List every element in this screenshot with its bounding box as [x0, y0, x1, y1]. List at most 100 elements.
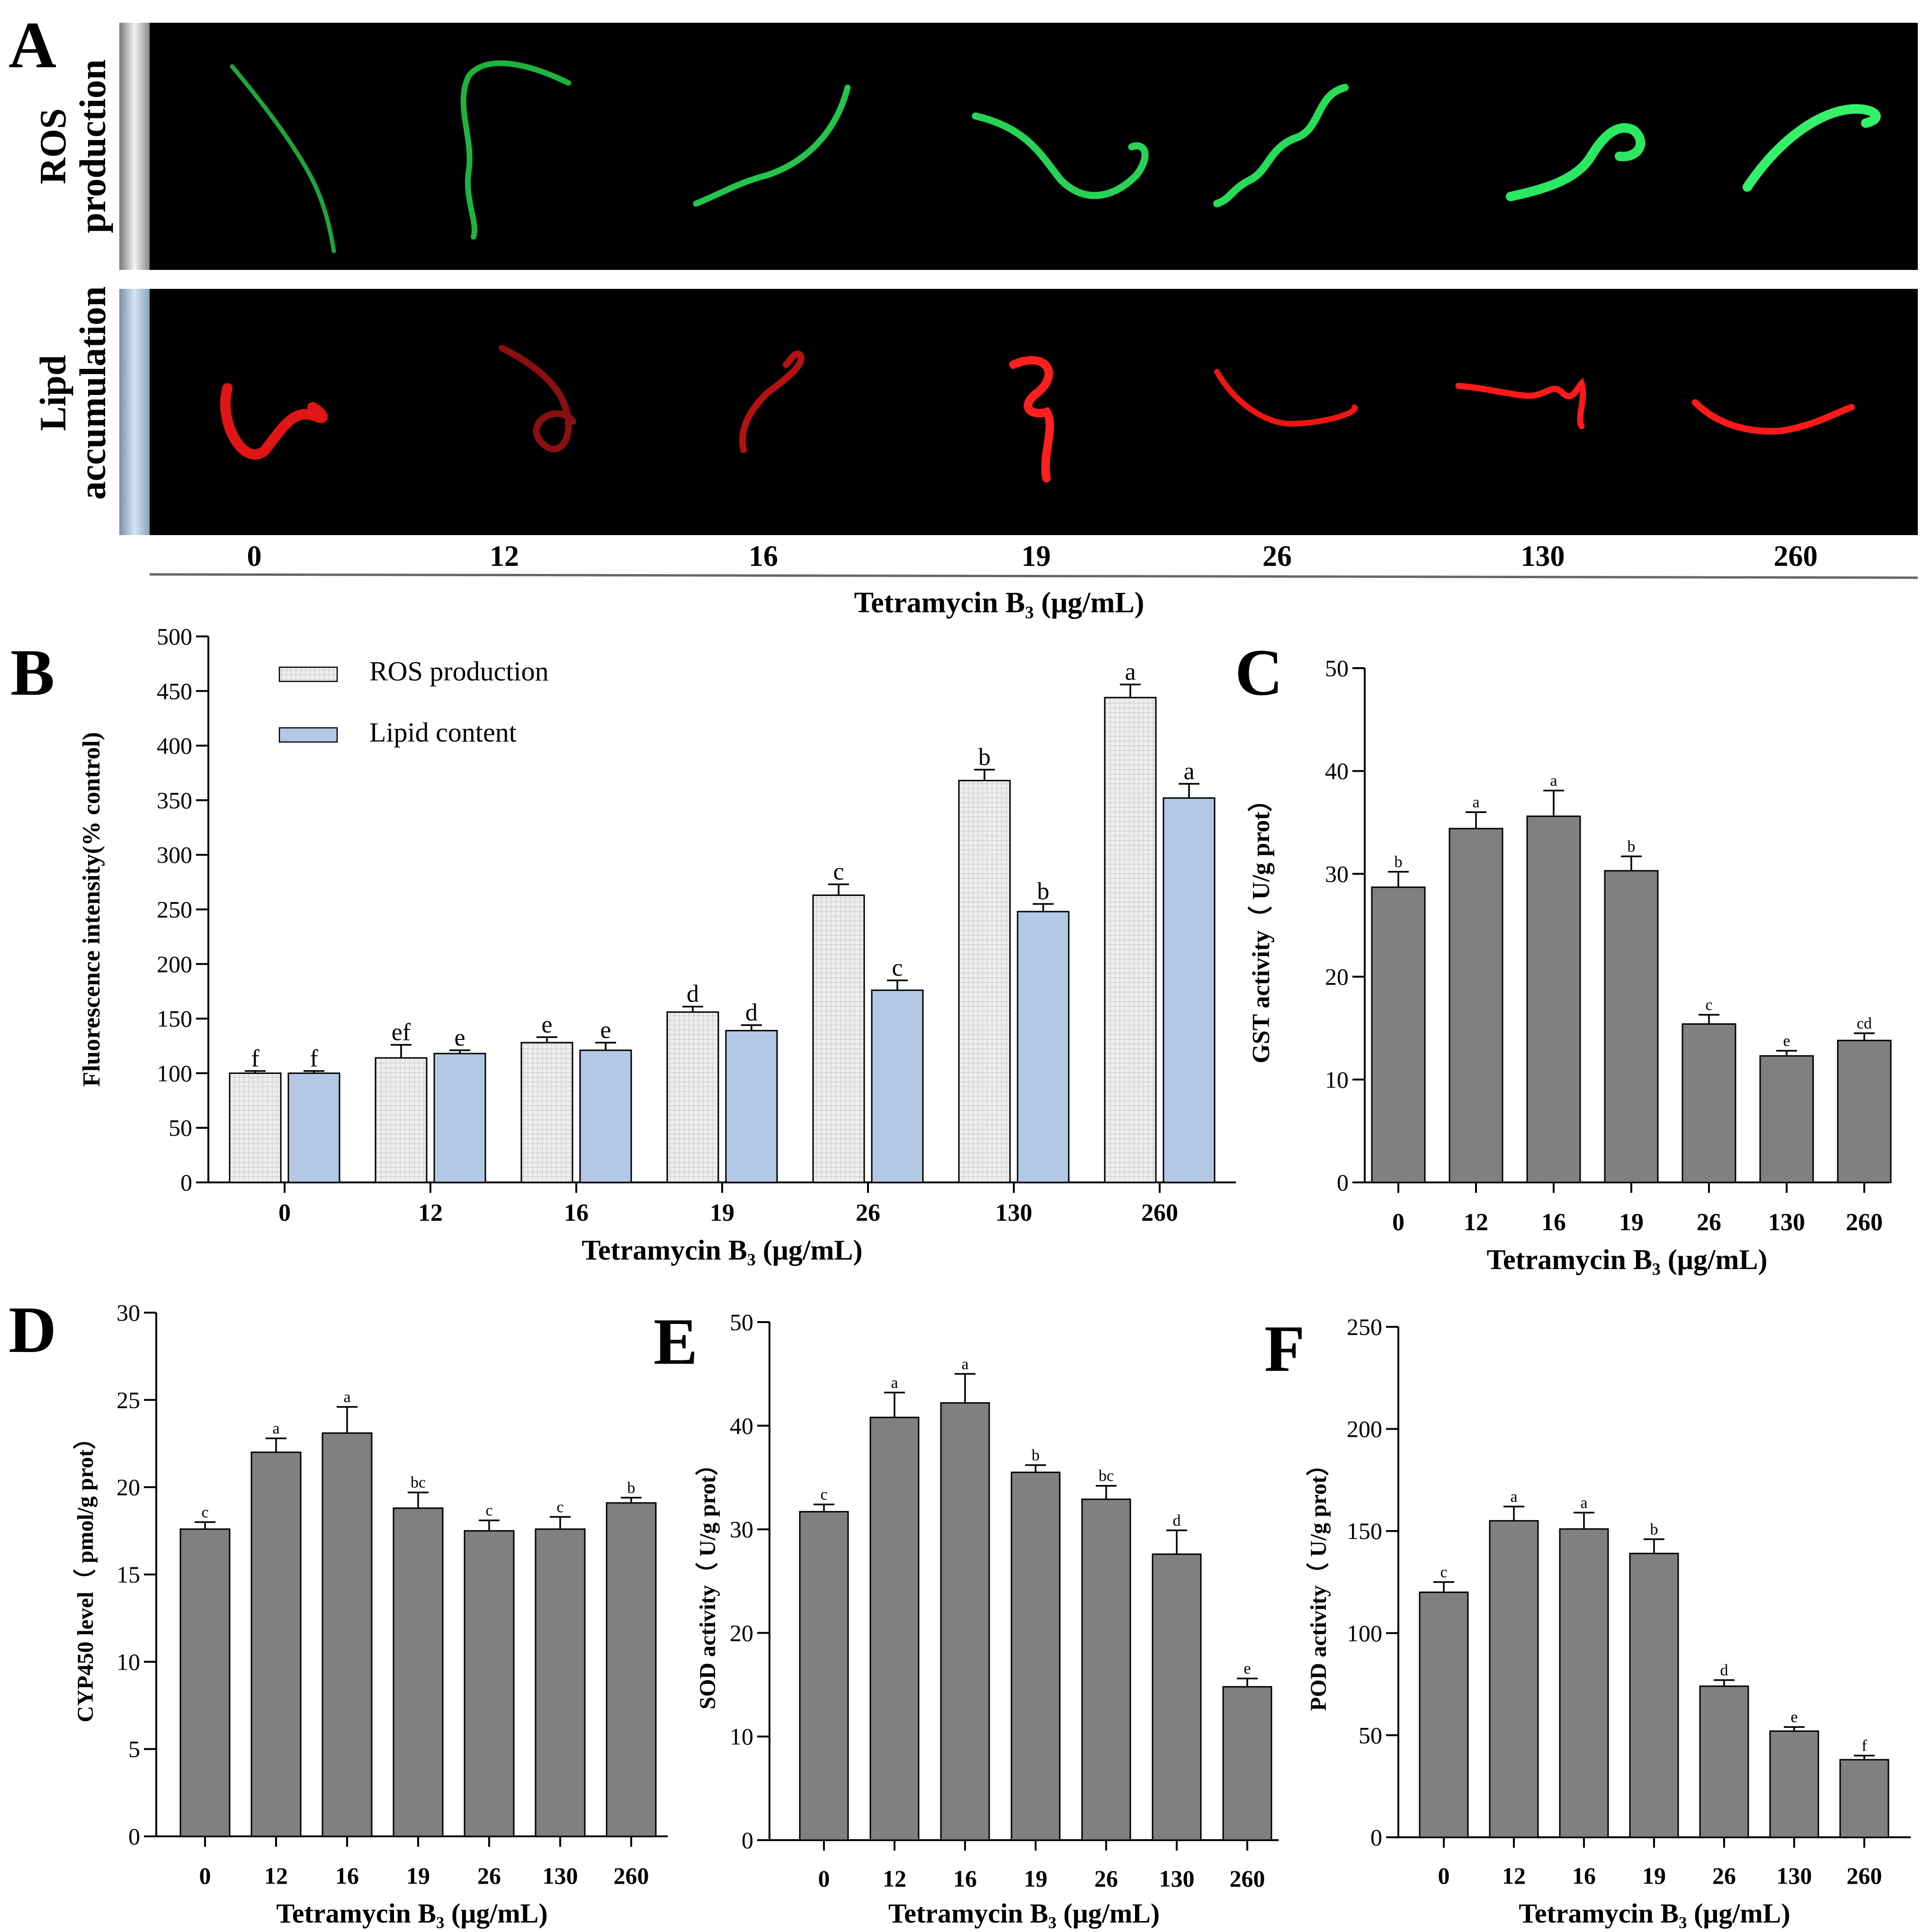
- ros-worm-130: [1506, 123, 1646, 201]
- d-y-tick-label: 20: [116, 1474, 140, 1501]
- b-significance-letter: c: [892, 954, 903, 981]
- panel-a-conc-label-260: 260: [1774, 540, 1818, 572]
- panel-a-conc-label-130: 130: [1521, 540, 1565, 572]
- e-bar: [799, 1511, 849, 1841]
- c-y-tick-label: 20: [1325, 964, 1349, 990]
- lipid-worm-16: [739, 350, 805, 453]
- d-y-tick-label: 10: [116, 1648, 140, 1675]
- d-significance-letter: c: [201, 1503, 208, 1521]
- e-significance-letter: a: [891, 1374, 898, 1392]
- panel-a-conc-label-19: 19: [1021, 540, 1051, 572]
- c-bar: [1604, 870, 1659, 1183]
- b-x-axis-title: Tetramycin B₃ (μg/mL): [581, 1234, 862, 1266]
- lipid-worms: [220, 345, 1855, 483]
- b-x-tick-label: 12: [418, 1199, 443, 1226]
- lipid-worm-12: [499, 345, 576, 453]
- b-significance-letter: ef: [392, 1019, 411, 1046]
- d-bar: [464, 1530, 515, 1837]
- c-bar: [1837, 1039, 1892, 1183]
- lipid-strip-edge: [119, 289, 150, 535]
- f-x-tick-label: 0: [1438, 1862, 1450, 1889]
- panel-a: A ROS production Lipd accumulation: [9, 9, 1918, 619]
- b-y-tick-label: 500: [157, 623, 192, 650]
- b-significance-letter: f: [251, 1045, 259, 1072]
- chart-d: 0 5 10 15 20 25 30 0 c 12 a 16 a 19 bc 26 c 130 c 260 b CYP45…: [73, 1299, 668, 1929]
- f-significance-letter: c: [1440, 1564, 1447, 1581]
- e-y-tick-label: 30: [730, 1516, 753, 1543]
- b-y-tick-label: 0: [180, 1169, 192, 1196]
- e-x-tick-label: 16: [953, 1865, 977, 1892]
- b-significance-letter: d: [745, 999, 758, 1026]
- chart-b: 0 50 100 150 200 250 300 350 400 450 500 0 f f 12 ef e 16…: [78, 623, 1236, 1266]
- f-x-tick-label: 26: [1712, 1862, 1736, 1889]
- lipid-worm-260: [1692, 399, 1855, 435]
- f-y-tick-label: 0: [1370, 1824, 1382, 1851]
- e-significance-letter: a: [961, 1355, 968, 1373]
- b-significance-letter: e: [454, 1024, 465, 1051]
- panel-a-conc-label-12: 12: [490, 540, 519, 572]
- b-bar: [1017, 911, 1070, 1183]
- legend-swatch-lipid: [278, 727, 338, 743]
- d-y-axis-title: CYP450 level（ pmol/g prot）: [73, 1427, 98, 1722]
- e-y-tick-label: 50: [730, 1309, 753, 1335]
- c-significance-letter: b: [1395, 853, 1403, 871]
- e-x-tick-label: 0: [818, 1865, 830, 1892]
- ros-row-label: ROS production: [32, 60, 113, 233]
- b-bar: [1104, 697, 1157, 1183]
- f-bar: [1839, 1759, 1889, 1838]
- c-significance-letter: c: [1705, 996, 1712, 1014]
- e-significance-letter: e: [1243, 1660, 1251, 1678]
- b-bar: [725, 1029, 778, 1183]
- c-bar: [1682, 1023, 1736, 1183]
- c-significance-letter: b: [1628, 838, 1636, 855]
- lipid-worm-19: [1009, 356, 1054, 483]
- b-bar: [1163, 797, 1216, 1183]
- panel-letter-e: E: [653, 1305, 698, 1378]
- f-significance-letter: b: [1650, 1521, 1658, 1538]
- d-bar: [179, 1528, 231, 1837]
- panel-a-conc-label-0: 0: [247, 540, 262, 572]
- f-bar: [1419, 1592, 1469, 1838]
- e-bar: [1152, 1553, 1202, 1841]
- b-bar: [375, 1057, 428, 1183]
- ros-worm-12: [460, 60, 571, 240]
- f-bar: [1629, 1553, 1679, 1838]
- d-significance-letter: a: [272, 1420, 279, 1437]
- f-y-tick-label: 250: [1347, 1314, 1382, 1340]
- d-bar: [393, 1507, 444, 1837]
- b-y-tick-label: 200: [157, 951, 192, 977]
- panel-a-axis-line: [149, 573, 1918, 579]
- b-significance-letter: c: [833, 858, 844, 885]
- lipid-label-line1: Lipd: [32, 355, 73, 431]
- panel-letter-d: D: [9, 1293, 56, 1367]
- b-x-tick-label: 260: [1141, 1199, 1178, 1226]
- ros-worm-0: [230, 64, 336, 253]
- e-significance-letter: bc: [1099, 1467, 1114, 1485]
- c-y-tick-label: 10: [1325, 1066, 1349, 1093]
- f-bar: [1769, 1730, 1819, 1838]
- b-significance-letter: b: [1037, 878, 1049, 905]
- c-y-tick-label: 40: [1325, 758, 1349, 784]
- f-y-axis-title: POD activity（ U/g prot）: [1306, 1453, 1331, 1711]
- b-x-tick-label: 130: [995, 1199, 1032, 1226]
- b-bar: [666, 1011, 719, 1183]
- d-x-axis-title: Tetramycin B₃ (μg/mL): [276, 1898, 547, 1929]
- panel-c: C 0 10 20 30 40 50 0 b 12 a 16 a 19 b 26 c 130 e 260 cd GST …: [1235, 636, 1892, 1275]
- f-x-tick-label: 12: [1502, 1862, 1526, 1889]
- b-y-tick-label: 100: [157, 1060, 192, 1086]
- f-x-tick-label: 19: [1642, 1862, 1666, 1889]
- e-significance-letter: d: [1173, 1512, 1181, 1530]
- e-bar: [869, 1416, 920, 1841]
- panel-f: F 0 50 100 150 200 250 0 c 12 a 16 a 19 b 26 d 130 e 260 f P…: [1264, 1312, 1911, 1929]
- b-significance-letter: d: [687, 981, 699, 1008]
- f-significance-letter: a: [1580, 1494, 1587, 1512]
- lipid-worm-130: [1455, 377, 1586, 429]
- c-bar: [1449, 828, 1503, 1183]
- panel-e: E 0 10 20 30 40 50 0 c 12 a 16 a 19 b 26 bc 130 d 260 e SOD …: [653, 1305, 1279, 1929]
- f-significance-letter: e: [1790, 1708, 1798, 1726]
- panel-letter-f: F: [1264, 1312, 1305, 1386]
- e-y-tick-label: 20: [730, 1619, 753, 1646]
- e-bar: [1081, 1498, 1131, 1841]
- e-significance-letter: c: [820, 1486, 827, 1503]
- panel-letter-a: A: [9, 9, 56, 82]
